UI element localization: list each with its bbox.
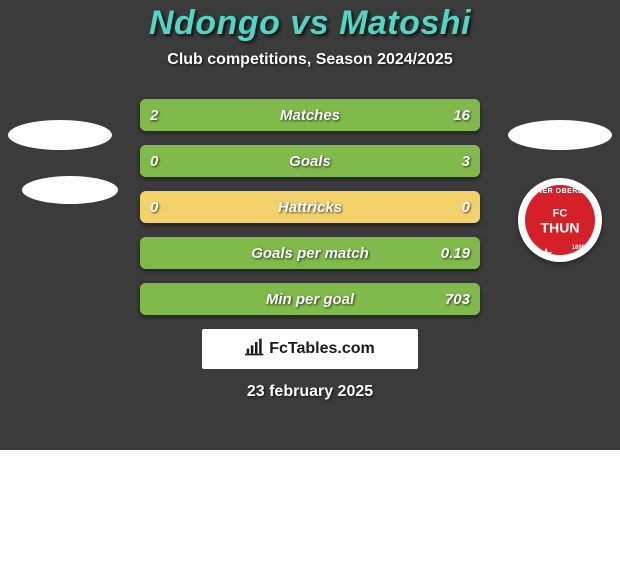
date-text: 23 february 2025 [0,383,620,401]
page-title: Ndongo vs Matoshi [0,4,620,43]
attribution-box: FcTables.com [202,329,418,369]
stat-value-right: 0 [462,191,470,223]
stat-value-right: 3 [462,145,470,177]
stat-row: Goals0 3 [140,145,480,177]
stat-label: Matches [140,99,480,131]
stat-value-left: 2 [150,99,158,131]
stat-label: Hattricks [140,191,480,223]
comparison-panel: Ndongo vs Matoshi Club competitions, Sea… [0,0,620,450]
stat-label: Goals [140,145,480,177]
stat-value-right: 703 [445,283,470,315]
stat-rows: Matches216Goals03Hattricks00Goals per ma… [0,99,620,315]
stat-row: Hattricks0 0 [140,191,480,223]
bar-chart-icon [245,338,265,361]
stat-label: Goals per match [140,237,480,269]
stat-row: Matches2 16 [140,99,480,131]
stat-row: Min per goal703 [140,283,480,315]
stat-value-right: 16 [453,99,470,131]
stat-value-left: 0 [150,145,158,177]
stat-label: Min per goal [140,283,480,315]
attribution-text: FcTables.com [269,340,375,358]
stat-row: Goals per match0.19 [140,237,480,269]
stat-value-left: 0 [150,191,158,223]
page-subtitle: Club competitions, Season 2024/2025 [0,51,620,69]
stat-value-right: 0.19 [441,237,470,269]
